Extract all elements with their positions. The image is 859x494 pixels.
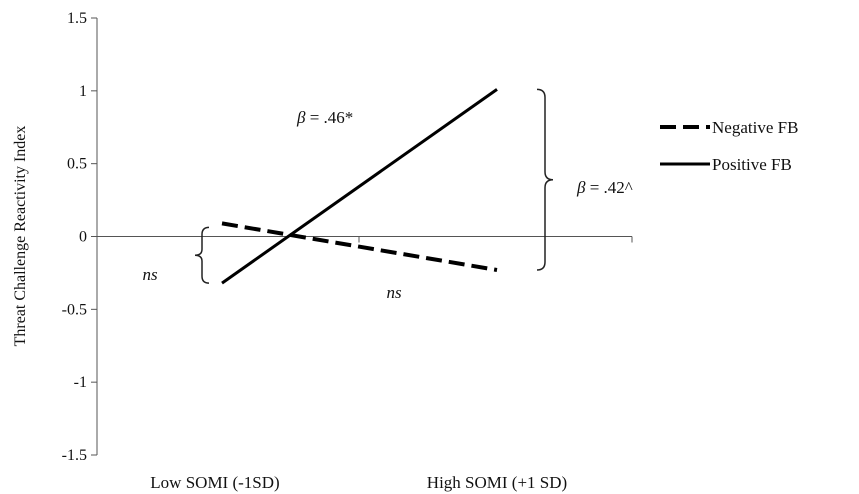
series-line-positive-fb: [221, 88, 498, 285]
y-axis-label: Threat Challenge Reactivity Index: [12, 126, 29, 347]
beta-symbol: β: [296, 108, 306, 127]
bracket-low-somi: [194, 226, 210, 284]
x-category-low: Low SOMI (-1SD): [150, 473, 279, 492]
bracket-group: [194, 88, 554, 284]
series-line-negative-fb: [221, 221, 498, 272]
bracket-high-somi: [536, 88, 554, 271]
x-category-high: High SOMI (+1 SD): [427, 473, 567, 492]
y-tick-label: -1.5: [62, 447, 87, 464]
beta-symbol: β: [576, 178, 586, 197]
y-tick-label: 0.5: [67, 156, 87, 173]
positive-slope-annotation: β = .46*: [296, 108, 353, 127]
difference-high-value: = .42^: [585, 178, 632, 197]
y-ticks: 1.5 1 0.5 0 -0.5 -1 -1.5: [62, 10, 97, 464]
series-group: [221, 88, 498, 285]
difference-low-annotation: ns: [142, 265, 158, 284]
legend-label-negative-fb: Negative FB: [712, 118, 798, 137]
y-tick-label: -0.5: [62, 301, 87, 318]
positive-slope-value: = .46*: [305, 108, 353, 127]
x-axis: [96, 236, 633, 243]
y-tick-label: -1: [74, 374, 87, 391]
legend: Negative FB Positive FB: [660, 118, 798, 174]
y-tick-label: 1: [79, 83, 87, 100]
difference-high-annotation: β = .42^: [576, 178, 633, 197]
y-tick-label: 1.5: [67, 10, 87, 27]
y-tick-label: 0: [79, 229, 87, 246]
legend-label-positive-fb: Positive FB: [712, 155, 792, 174]
negative-slope-annotation: ns: [386, 283, 402, 302]
